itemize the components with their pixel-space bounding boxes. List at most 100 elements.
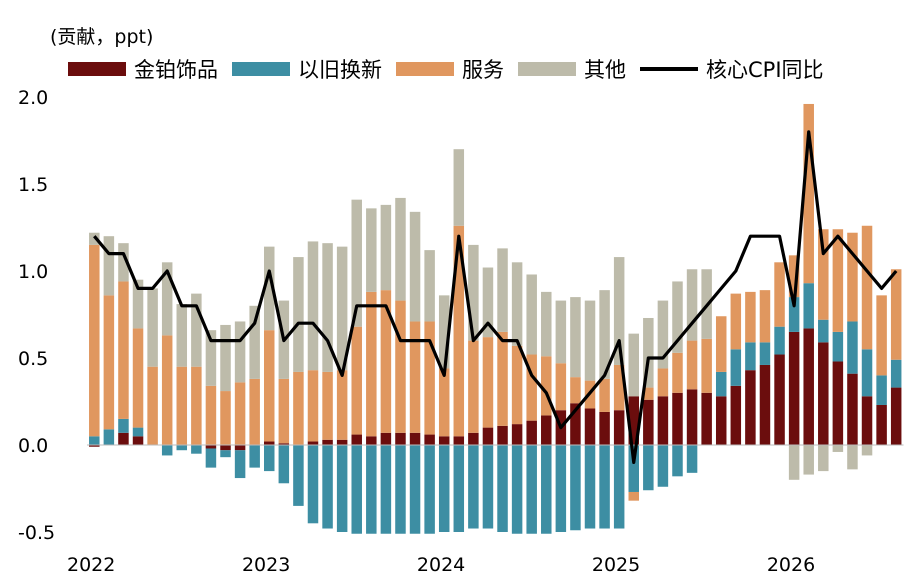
bar-other-23 (424, 250, 435, 322)
bar-other-16 (322, 243, 333, 372)
bar-gold-12 (264, 441, 275, 445)
bar-other-2 (118, 243, 129, 282)
legend-item-gold: 金铂饰品 (68, 54, 218, 84)
bar-services-50 (818, 229, 829, 320)
bar-other-15 (307, 241, 319, 371)
bar-tradein-21 (395, 445, 406, 534)
bar-services-19 (366, 291, 377, 437)
bar-services-39 (657, 368, 669, 397)
bar-tradein-44 (730, 349, 742, 386)
bar-tradein-29 (511, 445, 523, 534)
bar-tradein-46 (759, 342, 771, 365)
bar-other-53 (861, 445, 873, 456)
bar-gold-34 (584, 408, 596, 445)
legend: 金铂饰品 以旧换新 服务 其他 核心CPI同比 (68, 54, 838, 84)
bar-gold-23 (424, 434, 435, 445)
bar-tradein-11 (249, 445, 260, 468)
bar-other-14 (293, 257, 304, 372)
bar-other-3 (132, 279, 144, 329)
bar-gold-42 (701, 392, 712, 445)
bar-gold-43 (715, 396, 727, 445)
bar-gold-18 (351, 434, 362, 445)
bar-other-6 (176, 304, 188, 367)
line-layer (93, 130, 898, 464)
bar-tradein-7 (191, 445, 202, 454)
bar-services-3 (132, 328, 144, 428)
x-axis: 2022 2023 2024 2025 2026 (67, 554, 815, 576)
legend-label-core-cpi: 核心CPI同比 (706, 58, 824, 82)
legend-swatch-services (396, 62, 454, 76)
bar-tradein-3 (132, 427, 144, 437)
bar-tradein-24 (438, 445, 450, 532)
bar-services-2 (118, 281, 129, 419)
bar-other-49 (803, 445, 814, 475)
bars-layer (89, 103, 902, 534)
bar-tradein-12 (264, 445, 275, 472)
bar-other-48 (788, 445, 800, 480)
bar-gold-26 (468, 432, 479, 445)
bar-gold-8 (205, 445, 217, 449)
bar-services-38 (643, 387, 654, 400)
bar-other-12 (264, 246, 275, 331)
bar-tradein-18 (351, 445, 362, 534)
legend-label-tradein: 以旧换新 (298, 58, 382, 82)
bar-services-48 (788, 255, 800, 298)
bar-services-31 (541, 356, 552, 416)
bar-gold-0 (89, 445, 100, 447)
legend-label-gold: 金铂饰品 (134, 58, 218, 82)
bar-gold-53 (861, 396, 873, 445)
bar-services-29 (511, 345, 523, 425)
bar-gold-29 (511, 424, 523, 445)
x-tick-label: 2023 (242, 554, 290, 576)
bar-tradein-48 (788, 297, 800, 332)
bar-services-5 (161, 335, 173, 445)
bar-other-21 (395, 197, 406, 301)
bar-services-11 (249, 378, 260, 445)
core-cpi-line (93, 130, 898, 464)
bar-tradein-13 (278, 445, 290, 484)
x-tick-label: 2025 (592, 554, 640, 576)
bar-gold-52 (847, 373, 858, 445)
bar-other-41 (686, 269, 698, 341)
bar-services-54 (876, 295, 887, 376)
bar-services-49 (803, 103, 814, 284)
bar-tradein-26 (468, 445, 479, 529)
bar-services-6 (176, 366, 188, 445)
bar-services-15 (307, 370, 319, 442)
bar-other-51 (832, 445, 844, 452)
legend-label-services: 服务 (462, 58, 504, 82)
bar-services-42 (701, 338, 712, 393)
y-tick-label: 0.0 (18, 435, 48, 457)
x-tick-label: 2024 (417, 554, 465, 576)
bar-gold-27 (482, 427, 494, 445)
bar-tradein-51 (832, 331, 844, 362)
legend-swatch-core-cpi (640, 67, 698, 71)
bar-gold-31 (541, 415, 552, 445)
bar-gold-9 (220, 445, 231, 451)
bar-gold-25 (453, 436, 465, 445)
bar-services-25 (453, 225, 465, 437)
legend-item-tradein: 以旧换新 (232, 54, 382, 84)
bar-other-20 (380, 204, 392, 291)
bar-other-37 (628, 333, 639, 397)
bar-gold-22 (409, 432, 421, 445)
bar-gold-48 (788, 331, 800, 445)
bar-other-28 (497, 248, 508, 332)
bar-services-33 (570, 377, 581, 404)
bar-tradein-53 (861, 349, 873, 397)
bar-other-39 (657, 300, 669, 369)
bar-other-36 (613, 257, 625, 365)
bar-tradein-23 (424, 445, 435, 534)
legend-item-core-cpi: 核心CPI同比 (640, 54, 824, 84)
bar-services-43 (715, 316, 727, 372)
bar-services-35 (599, 378, 610, 412)
bar-gold-46 (759, 364, 771, 445)
y-tick-label: 2.0 (18, 87, 48, 109)
bar-tradein-27 (482, 445, 494, 529)
legend-swatch-tradein (232, 62, 290, 76)
bar-gold-50 (818, 342, 829, 445)
bar-gold-47 (774, 354, 785, 445)
bar-gold-35 (599, 411, 610, 445)
legend-label-other: 其他 (584, 58, 626, 82)
bar-gold-16 (322, 439, 333, 445)
